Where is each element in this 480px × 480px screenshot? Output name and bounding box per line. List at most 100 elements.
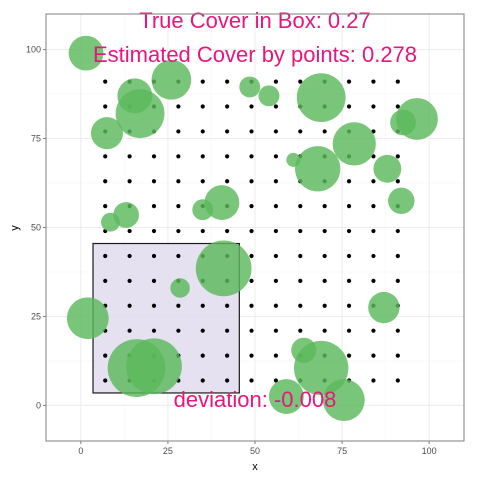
- sample-point: [176, 129, 181, 134]
- x-tick-label: 25: [163, 446, 173, 456]
- cover-circle: [170, 278, 190, 298]
- sample-point: [322, 303, 327, 308]
- cover-circle: [390, 109, 416, 136]
- sample-point: [225, 228, 230, 234]
- sample-point: [151, 179, 157, 184]
- sample-point: [273, 378, 278, 383]
- sample-point: [346, 328, 352, 333]
- sample-point: [371, 204, 376, 209]
- sample-point: [176, 154, 181, 159]
- sample-point: [395, 328, 400, 333]
- sample-point: [225, 104, 230, 109]
- sample-point: [395, 353, 400, 358]
- sample-point: [225, 79, 230, 84]
- sample-point: [273, 253, 278, 259]
- sample-point: [103, 278, 108, 283]
- sample-point: [371, 228, 376, 234]
- sample-point: [225, 328, 230, 333]
- cover-circle: [151, 59, 192, 100]
- sample-point: [346, 179, 352, 184]
- sample-point: [273, 228, 278, 234]
- sample-point: [225, 378, 230, 383]
- sample-point: [298, 303, 303, 308]
- sample-point: [200, 353, 205, 358]
- sample-point: [273, 353, 278, 358]
- sample-point: [273, 328, 278, 333]
- sample-point: [371, 253, 376, 259]
- cover-circle: [107, 339, 166, 397]
- cover-circle: [66, 297, 109, 340]
- sample-point: [151, 328, 157, 333]
- sample-point: [225, 303, 230, 308]
- sample-point: [103, 378, 108, 383]
- axis-ticks: 0 25 50 75 100 0 25 50 75 100: [26, 45, 437, 456]
- cover-circle: [368, 291, 400, 324]
- sample-point: [225, 129, 230, 134]
- sample-point: [371, 278, 376, 283]
- sample-point: [298, 129, 303, 134]
- x-tick-label: 100: [422, 446, 437, 456]
- sample-point: [176, 204, 181, 209]
- sample-point: [103, 79, 108, 84]
- annotation-estimated-cover: Estimated Cover by points: 0.278: [93, 42, 417, 67]
- sample-point: [225, 154, 230, 159]
- cover-circle: [90, 117, 123, 150]
- sample-point: [395, 378, 400, 383]
- sample-point: [273, 179, 278, 184]
- sample-point: [127, 278, 132, 283]
- cover-circle: [258, 85, 280, 107]
- sample-point: [103, 104, 108, 109]
- sample-point: [127, 179, 132, 184]
- sample-point: [151, 154, 157, 159]
- sample-point: [298, 278, 303, 283]
- sample-point: [200, 129, 205, 134]
- sample-point: [346, 104, 352, 109]
- sample-point: [273, 204, 278, 209]
- sample-point: [395, 154, 400, 159]
- sample-point: [346, 79, 352, 84]
- sample-point: [273, 104, 278, 109]
- sample-point: [249, 278, 254, 283]
- sample-point: [225, 179, 230, 184]
- x-axis-title: x: [252, 461, 258, 473]
- sample-point: [273, 303, 278, 308]
- sample-point: [346, 228, 352, 234]
- sample-point: [225, 353, 230, 358]
- sample-point: [371, 179, 376, 184]
- sample-point: [298, 204, 303, 209]
- sample-point: [200, 228, 205, 234]
- sample-point: [127, 154, 132, 159]
- cover-circle: [101, 212, 120, 232]
- cover-circle: [373, 154, 402, 183]
- sample-point: [249, 353, 254, 358]
- sample-point: [200, 303, 205, 308]
- sample-point: [346, 253, 352, 259]
- sample-point: [200, 179, 205, 184]
- sample-point: [322, 204, 327, 209]
- sample-point: [395, 104, 400, 109]
- sample-point: [127, 328, 132, 333]
- sample-point: [346, 204, 352, 209]
- sample-point: [395, 179, 400, 184]
- sample-point: [298, 79, 303, 84]
- y-axis-title: y: [9, 225, 21, 231]
- sample-point: [176, 179, 181, 184]
- sample-point: [371, 378, 376, 383]
- x-tick-label: 75: [337, 446, 347, 456]
- sample-point: [322, 328, 327, 333]
- sample-point: [151, 278, 157, 283]
- annotation-deviation: deviation: -0.008: [174, 387, 337, 412]
- cover-circle: [296, 73, 346, 123]
- sample-point: [395, 228, 400, 234]
- cover-circle: [322, 379, 365, 421]
- sample-point: [249, 179, 254, 184]
- sample-point: [273, 154, 278, 159]
- sample-point: [371, 79, 376, 84]
- x-tick-label: 50: [250, 446, 260, 456]
- cover-circle: [68, 35, 104, 71]
- sample-point: [103, 154, 108, 159]
- sample-point: [273, 278, 278, 283]
- cover-circle: [388, 187, 415, 215]
- sample-point: [346, 303, 352, 308]
- sample-point: [127, 303, 132, 308]
